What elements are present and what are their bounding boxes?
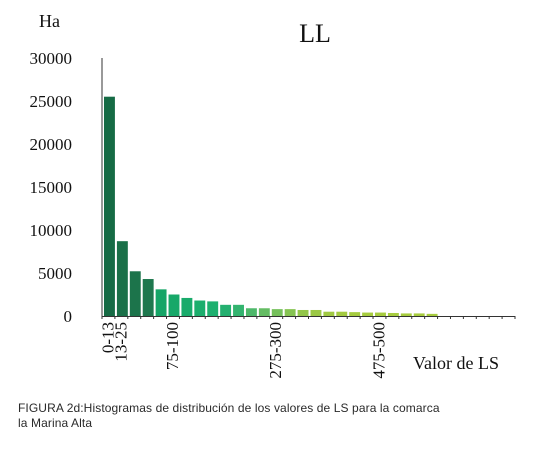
y-tick-label: 0 — [64, 307, 73, 326]
histogram-bar — [168, 294, 180, 316]
y-tick-label: 5000 — [38, 264, 72, 283]
histogram-bar — [362, 312, 374, 316]
y-tick-label: 25000 — [30, 92, 73, 111]
histogram-bar — [400, 313, 412, 316]
histogram-bar — [336, 311, 348, 316]
y-axis-ticks: 0 5000 10000 15000 20000 25000 30000 — [30, 49, 73, 326]
y-tick-label: 30000 — [30, 49, 73, 68]
histogram-bar — [297, 309, 309, 316]
histogram-bar — [387, 312, 399, 316]
histogram-bar — [233, 304, 244, 316]
histogram-bar — [426, 313, 438, 316]
bars-group — [104, 96, 438, 316]
y-tick-label: 10000 — [30, 221, 73, 240]
histogram-bar — [245, 308, 257, 316]
histogram-bar — [323, 311, 335, 316]
histogram-bar — [155, 289, 167, 316]
histogram-bar — [349, 312, 361, 316]
x-tick-label: 475-500 — [369, 322, 388, 379]
chart-title: LL — [299, 19, 331, 48]
y-axis-label: Ha — [39, 11, 60, 31]
histogram-bar — [220, 304, 232, 316]
histogram-bar — [116, 241, 128, 316]
caption-line-1: FIGURA 2d:Histogramas de distribución de… — [18, 401, 440, 415]
x-tick-label: 275-300 — [266, 322, 285, 379]
axes-group — [101, 58, 516, 319]
x-tick-label: 13-25 — [111, 322, 130, 362]
histogram-bar — [375, 312, 386, 316]
histogram-bar — [104, 96, 115, 316]
histogram-bar — [310, 309, 322, 316]
x-tick-label: 0-13 — [98, 322, 117, 353]
y-tick-label: 15000 — [30, 178, 73, 197]
histogram-bar — [142, 279, 154, 316]
histogram-bar — [181, 297, 193, 316]
y-tick-label: 20000 — [30, 135, 73, 154]
histogram-bar — [284, 309, 296, 316]
histogram-bar — [413, 313, 425, 316]
histogram-bar — [207, 301, 219, 316]
x-axis-label: Valor de LS — [413, 353, 499, 373]
x-tick-label: 75-100 — [163, 322, 182, 370]
caption-line-2: la Marina Alta — [18, 416, 93, 430]
histogram-bar — [258, 308, 270, 316]
histogram-bar — [129, 271, 141, 316]
figure-caption: FIGURA 2d:Histogramas de distribución de… — [18, 401, 518, 431]
histogram-bar — [271, 309, 283, 316]
histogram-chart: LL Ha Valor de LS 0 5000 10000 15000 20000 25… — [30, 11, 516, 379]
histogram-bar — [194, 300, 206, 316]
